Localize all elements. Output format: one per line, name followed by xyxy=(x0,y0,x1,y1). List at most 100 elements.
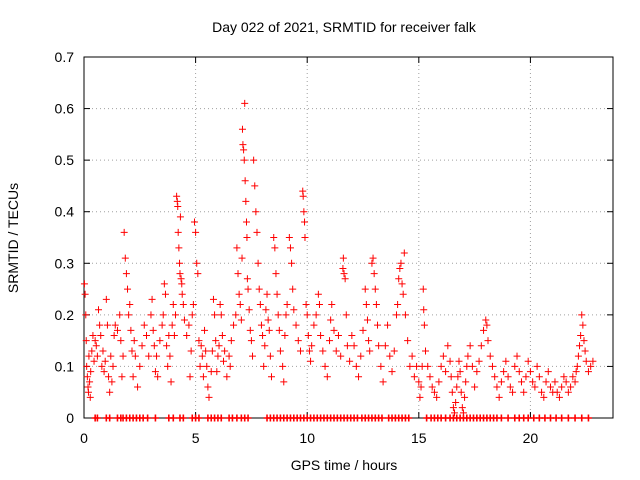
data-point xyxy=(312,311,320,319)
data-point xyxy=(422,347,430,355)
data-point xyxy=(547,383,555,391)
data-point xyxy=(370,270,378,278)
data-point xyxy=(192,228,200,236)
data-point xyxy=(98,362,106,370)
data-point xyxy=(149,326,157,334)
data-point xyxy=(125,311,133,319)
data-point xyxy=(567,383,575,391)
data-point xyxy=(506,383,514,391)
data-point xyxy=(193,259,201,267)
x-tick-label: 20 xyxy=(523,430,539,446)
data-point xyxy=(124,285,132,293)
data-point xyxy=(372,301,380,309)
data-point xyxy=(89,331,97,339)
x-axis-label: GPS time / hours xyxy=(291,457,398,473)
data-point xyxy=(384,321,392,329)
data-point xyxy=(339,254,347,262)
data-point xyxy=(130,337,138,345)
data-point xyxy=(315,301,323,309)
data-point xyxy=(168,321,176,329)
data-point xyxy=(87,368,95,376)
data-point xyxy=(128,347,136,355)
data-point xyxy=(187,347,195,355)
data-point xyxy=(281,331,289,339)
data-point xyxy=(569,373,577,381)
data-point xyxy=(275,326,283,334)
data-point xyxy=(377,362,385,370)
data-point xyxy=(96,321,104,329)
data-point xyxy=(177,275,185,283)
data-point xyxy=(267,373,275,381)
data-point xyxy=(562,378,570,386)
data-point xyxy=(328,301,336,309)
data-point xyxy=(589,357,597,365)
data-point xyxy=(245,306,253,314)
data-point xyxy=(185,321,193,329)
data-point xyxy=(357,352,365,360)
data-point xyxy=(163,342,171,350)
data-point xyxy=(176,270,184,278)
data-point xyxy=(239,141,247,149)
data-point xyxy=(437,362,445,370)
data-point xyxy=(308,342,316,350)
data-point xyxy=(439,352,447,360)
data-points xyxy=(80,99,597,422)
data-point xyxy=(202,347,210,355)
data-point xyxy=(283,301,291,309)
zero-data-point xyxy=(179,414,187,422)
data-point xyxy=(119,352,127,360)
data-point xyxy=(462,378,470,386)
data-point xyxy=(288,259,296,267)
data-point xyxy=(212,337,220,345)
data-point xyxy=(415,378,423,386)
data-point xyxy=(483,321,491,329)
data-point xyxy=(538,388,546,396)
zero-data-point xyxy=(244,414,252,422)
y-tick-label: 0.6 xyxy=(55,101,75,117)
data-point xyxy=(341,275,349,283)
data-point xyxy=(515,368,523,376)
data-point xyxy=(176,259,184,267)
data-point xyxy=(582,357,590,365)
data-point xyxy=(249,352,257,360)
data-point xyxy=(352,362,360,370)
data-point xyxy=(531,383,539,391)
data-point xyxy=(205,393,213,401)
data-point xyxy=(272,270,280,278)
data-point xyxy=(266,352,274,360)
data-point xyxy=(484,337,492,345)
data-point xyxy=(110,331,118,339)
data-point xyxy=(374,321,382,329)
data-point xyxy=(154,373,162,381)
data-point xyxy=(251,182,259,190)
data-point xyxy=(265,326,273,334)
y-tick-labels: 0 0.1 0.2 0.3 0.4 0.5 0.6 0.7 xyxy=(55,49,75,426)
data-point xyxy=(435,378,443,386)
zero-data-point xyxy=(558,414,566,422)
data-point xyxy=(369,254,377,262)
data-point xyxy=(454,373,462,381)
data-point xyxy=(145,352,153,360)
zero-data-point xyxy=(169,414,177,422)
y-tick-label: 0.7 xyxy=(55,49,75,65)
data-point xyxy=(215,342,223,350)
data-point xyxy=(300,208,308,216)
data-point xyxy=(466,342,474,350)
data-point xyxy=(307,357,315,365)
data-point xyxy=(242,197,250,205)
zero-data-point xyxy=(578,414,586,422)
y-tick-label: 0.5 xyxy=(55,152,75,168)
data-point xyxy=(159,311,167,319)
data-point xyxy=(273,290,281,298)
data-point xyxy=(86,393,94,401)
data-point xyxy=(558,383,566,391)
data-point xyxy=(433,393,441,401)
data-point xyxy=(178,290,186,298)
data-point xyxy=(264,316,272,324)
data-point xyxy=(396,264,404,272)
data-point xyxy=(148,295,156,303)
data-point xyxy=(449,404,457,412)
data-point xyxy=(204,383,212,391)
data-point xyxy=(420,321,428,329)
data-point xyxy=(529,378,537,386)
